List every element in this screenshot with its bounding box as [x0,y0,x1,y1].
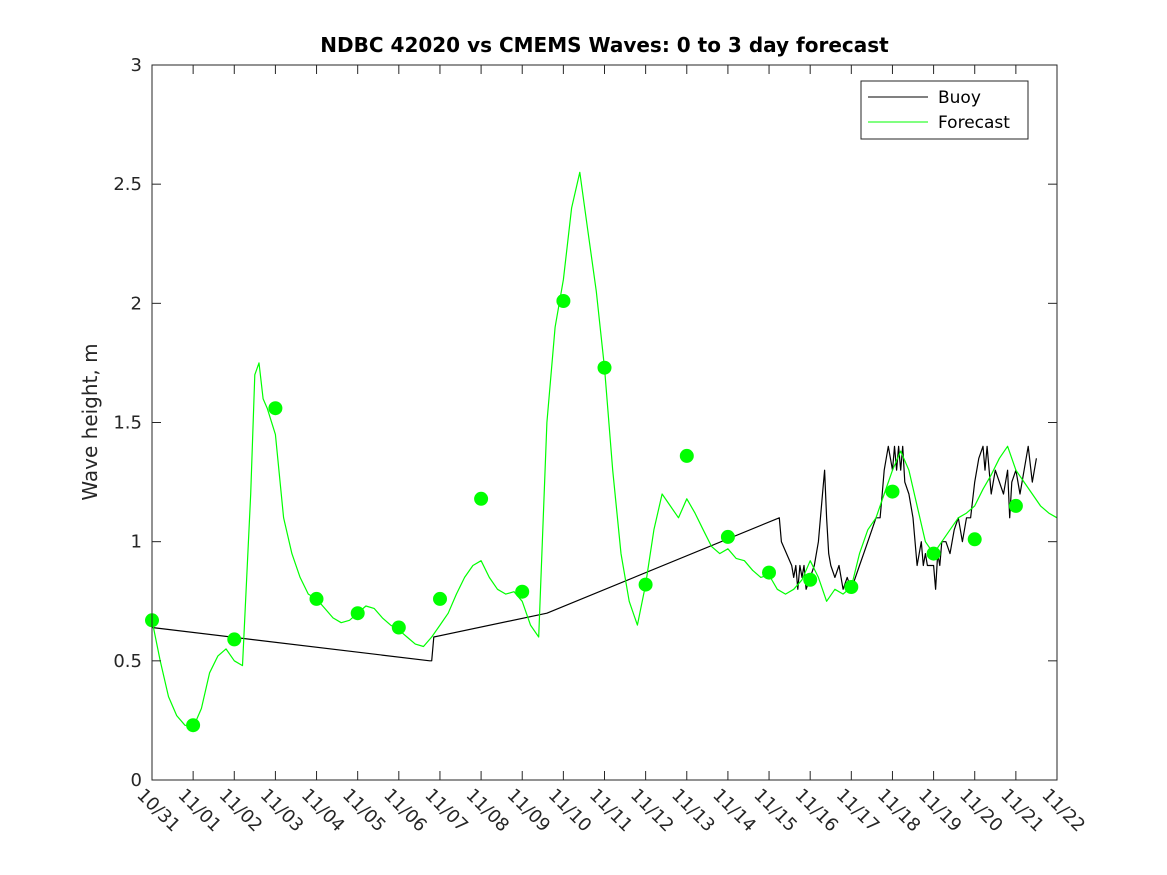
chart-title: NDBC 42020 vs CMEMS Waves: 0 to 3 day fo… [320,33,889,57]
forecast-marker [227,632,242,647]
forecast-marker [433,591,447,606]
y-tick-label: 3 [131,55,142,76]
y-tick-label: 1 [131,532,142,553]
forecast-marker [1008,498,1023,513]
series-buoy-line [151,445,1037,662]
y-axis-label: Wave height, m [78,343,102,500]
legend: Buoy Forecast [860,80,1029,140]
forecast-marker [926,546,941,561]
forecast-marker [597,360,612,375]
forecast-marker [638,577,653,592]
y-tick-label: 1.5 [113,413,142,434]
forecast-marker [720,529,735,544]
y-tick-label: 2 [131,293,142,314]
legend-forecast-label: Forecast [938,113,1010,133]
forecast-marker [844,580,859,594]
forecast-marker [391,620,406,635]
forecast-marker [350,606,365,621]
forecast-marker [679,448,694,463]
y-tick-label: 2.5 [113,174,142,195]
y-tick-label: 0 [131,770,142,791]
series-forecast-line [151,171,1058,729]
legend-buoy-label: Buoy [938,88,981,108]
y-tick-label: 0.5 [113,651,142,672]
forecast-marker [474,491,489,506]
legend-box [860,80,1029,140]
forecast-marker [885,484,900,499]
forecast-marker [762,565,776,580]
forecast-marker [268,401,283,416]
forecast-marker [803,572,818,587]
forecast-marker [556,294,571,308]
forecast-marker [967,532,982,547]
forecast-marker [186,718,201,733]
forecast-marker [309,591,324,606]
forecast-marker [515,584,530,599]
